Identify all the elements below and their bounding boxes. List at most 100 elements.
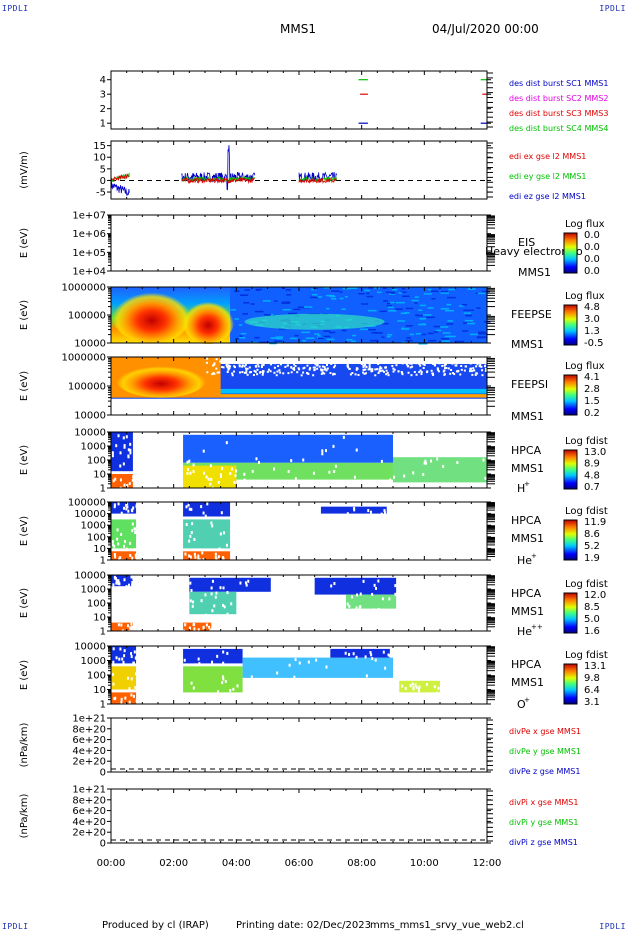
plot-frame (110, 501, 488, 561)
spectrogram-gap (210, 521, 213, 525)
spectrogram-texture (225, 364, 228, 367)
spectrogram-gap (128, 583, 131, 587)
spectrogram-texture (334, 364, 337, 367)
spectrogram-gap (217, 690, 220, 694)
spectrogram-texture (213, 362, 216, 365)
spectrogram-texture (436, 368, 439, 371)
spectrogram-texture (427, 288, 432, 291)
spectrogram-gap (197, 556, 200, 560)
spectrogram-gap (200, 599, 203, 603)
y-tick-label: 2e+20 (72, 757, 106, 768)
spectrogram-gap (222, 650, 225, 654)
spectrogram-texture (243, 365, 246, 368)
spectrogram-texture (377, 371, 380, 374)
y-tick-label: 1e+21 (72, 714, 106, 725)
spectrogram-texture (418, 371, 421, 374)
spectrogram-texture (213, 363, 216, 366)
spectrogram-gap (183, 658, 186, 662)
spectrogram-texture (423, 293, 432, 295)
spectrogram-texture (261, 358, 264, 361)
y-axis-label: E (eV) (19, 371, 30, 401)
spectrogram-gap (193, 627, 196, 631)
spectrogram-gap (130, 622, 133, 626)
spectrogram-texture (434, 359, 437, 362)
spectrogram-gap (229, 689, 232, 693)
y-tick-label: 10 (93, 613, 106, 624)
spectrogram-block (183, 434, 393, 463)
spectrogram-texture (239, 335, 243, 337)
spectrogram-texture (368, 365, 371, 368)
spectrogram-texture (355, 368, 358, 371)
spectrogram-texture (442, 332, 451, 334)
spectrogram-texture (297, 306, 305, 308)
x-tick-label: 04:00 (222, 858, 251, 869)
spectrogram-texture (215, 358, 218, 361)
spectrogram-texture (303, 366, 306, 369)
spectrogram-texture (381, 336, 385, 338)
species-label: He (517, 625, 532, 638)
spectrogram-gap (185, 523, 188, 527)
spectrogram-texture (469, 333, 479, 336)
spectrogram-gap (214, 552, 217, 556)
spectrogram-texture (339, 297, 344, 300)
spectrogram-texture (323, 330, 331, 332)
spectrogram-texture (481, 369, 484, 372)
spectrogram-gap (194, 555, 197, 559)
spectrogram-texture (256, 368, 259, 371)
spectrogram-gap (298, 661, 301, 665)
spectrogram-texture (440, 338, 450, 340)
spectrogram-texture (418, 309, 423, 311)
spectrogram-texture (433, 331, 439, 333)
spectrogram-texture (254, 310, 264, 313)
y-axis-label: E (eV) (19, 445, 30, 475)
spectrogram-texture (246, 373, 249, 376)
colorbar-tick-label: 8.6 (584, 529, 600, 540)
spectrogram-texture (382, 287, 387, 290)
spectrogram-texture (400, 360, 403, 363)
footer-filename: mms_mms1_srvy_vue_web2.cl (370, 920, 524, 931)
spectrogram-gap (251, 469, 254, 473)
spectrogram-gap (126, 483, 129, 487)
spectrogram-gap (377, 579, 380, 583)
spectrogram-texture (387, 334, 393, 336)
y-tick-label: 1 (100, 627, 106, 638)
spectrogram-texture (266, 359, 269, 362)
spectrogram-gap (111, 454, 114, 458)
spectrogram-gap (191, 604, 194, 608)
spectrogram-texture (369, 361, 372, 364)
spectrogram-gap (135, 655, 138, 659)
spectrogram-gap (424, 459, 427, 463)
spectrogram-gap (134, 553, 137, 557)
spectrogram-texture (333, 373, 336, 376)
y-tick-label: 8e+20 (72, 724, 106, 735)
y-axis-label: E (eV) (19, 588, 30, 618)
spectrogram-gap (184, 623, 187, 627)
spectrogram-gap (219, 586, 222, 590)
spectrogram-gap (214, 595, 217, 599)
spectrogram-texture (335, 359, 338, 362)
spectrogram-texture (402, 359, 405, 362)
spectrogram-gap (222, 677, 225, 681)
y-tick-label: 1e+04 (72, 267, 106, 278)
spectrogram-gap (346, 602, 349, 606)
spectrogram-texture (415, 333, 422, 335)
spectrogram-gap (113, 544, 116, 548)
spectrogram-texture (263, 361, 266, 364)
spectrogram-texture (313, 287, 318, 290)
spectrogram-texture (444, 309, 454, 312)
spectrogram-gap (186, 471, 189, 475)
spectrogram-gap (388, 597, 391, 601)
spectrogram-texture (329, 372, 332, 375)
spectrogram-gap (135, 557, 138, 561)
spectrogram-texture (340, 360, 343, 363)
spectrogram-texture (262, 363, 265, 366)
spectrogram-texture (282, 308, 291, 311)
spectrogram-texture (469, 362, 472, 365)
spectrogram-gap (112, 647, 115, 651)
spectrogram-texture (386, 302, 390, 305)
y-tick-label: 1e+07 (72, 211, 106, 222)
spectrogram-texture (241, 365, 244, 368)
spectrogram-gap (119, 464, 122, 468)
spectrogram-texture (317, 337, 325, 339)
spectrogram-gap (348, 652, 351, 656)
